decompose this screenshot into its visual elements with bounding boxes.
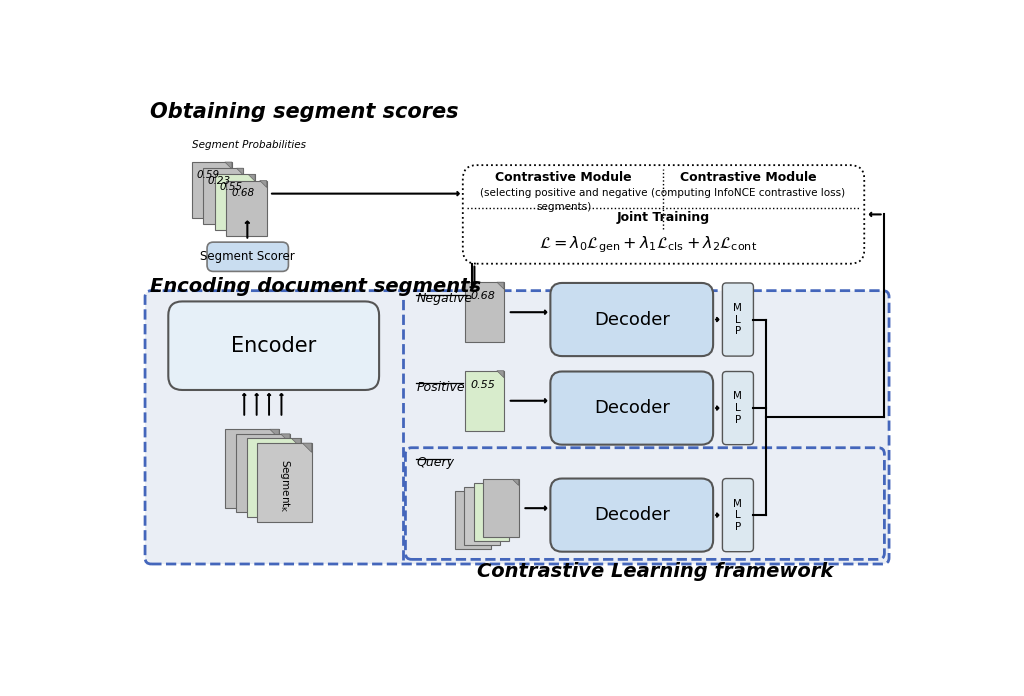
Text: Contrastive Module: Contrastive Module [496,171,632,184]
Text: Encoder: Encoder [231,335,316,356]
FancyBboxPatch shape [463,165,864,264]
Text: Negative: Negative [417,292,472,305]
Polygon shape [494,487,500,493]
Polygon shape [248,175,255,182]
Text: segments): segments) [536,202,591,212]
FancyBboxPatch shape [168,301,379,390]
Bar [191,162,231,217]
Text: $\mathrm{Segment}_{\mathrm{K}}$: $\mathrm{Segment}_{\mathrm{K}}$ [278,459,292,512]
Polygon shape [225,162,231,169]
Text: Segment Scorer: Segment Scorer [201,251,295,263]
Text: 0.55: 0.55 [219,182,243,192]
Text: 0.59: 0.59 [197,170,219,180]
Text: M
L
P: M L P [733,498,742,532]
FancyBboxPatch shape [406,448,885,560]
Text: (selecting positive and negative: (selecting positive and negative [480,188,647,198]
Polygon shape [302,443,311,452]
Bar [226,180,266,236]
Bar [464,487,500,545]
Text: M
L
P: M L P [733,391,742,425]
Bar [465,371,504,431]
Text: Decoder: Decoder [594,399,670,417]
Polygon shape [292,438,301,448]
Polygon shape [497,371,504,378]
FancyBboxPatch shape [207,242,289,271]
Text: Segment Probabilities: Segment Probabilities [191,140,305,150]
FancyBboxPatch shape [550,372,713,445]
Bar [455,491,490,548]
Text: Decoder: Decoder [594,310,670,329]
Bar [474,483,509,541]
Polygon shape [281,434,290,443]
Bar [257,443,311,521]
FancyBboxPatch shape [550,283,713,356]
Text: 0.55: 0.55 [471,380,496,390]
Polygon shape [484,491,490,497]
Polygon shape [237,168,244,175]
Polygon shape [497,282,504,289]
Bar [236,434,290,512]
Polygon shape [503,483,509,489]
Text: M
L
P: M L P [733,303,742,336]
FancyBboxPatch shape [550,479,713,552]
Text: (computing InfoNCE contrastive loss): (computing InfoNCE contrastive loss) [651,188,845,198]
Polygon shape [512,480,518,486]
Bar [465,282,504,342]
Text: Positive: Positive [417,381,465,394]
Text: Joint Training: Joint Training [617,212,710,224]
Text: $\mathcal{L} = \lambda_0\mathcal{L}_{\mathrm{gen}} + \lambda_1\mathcal{L}_{\math: $\mathcal{L} = \lambda_0\mathcal{L}_{\ma… [539,235,757,255]
FancyBboxPatch shape [722,283,754,356]
Text: Contrastive Learning framework: Contrastive Learning framework [477,562,834,581]
Text: Decoder: Decoder [594,506,670,524]
Text: 0.68: 0.68 [231,188,254,198]
Bar [203,168,244,223]
FancyBboxPatch shape [145,291,889,564]
Text: 0.23: 0.23 [208,176,231,186]
Bar [215,175,255,230]
Text: Obtaining segment scores: Obtaining segment scores [150,102,458,122]
Bar [247,438,301,517]
FancyBboxPatch shape [722,479,754,552]
Text: 0.68: 0.68 [471,292,496,301]
Bar [225,429,280,508]
Text: Contrastive Module: Contrastive Module [680,171,816,184]
Polygon shape [260,180,266,187]
Bar [483,480,518,537]
Polygon shape [270,429,280,438]
Text: Encoding document segments: Encoding document segments [150,277,481,296]
Text: Query: Query [417,456,455,469]
FancyBboxPatch shape [722,372,754,445]
